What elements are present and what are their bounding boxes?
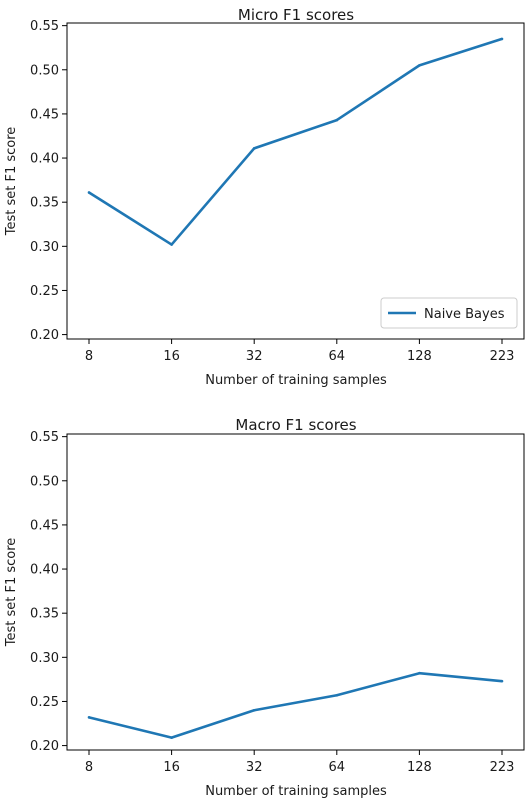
data-point (500, 37, 504, 41)
micro-f1-chart: Micro F1 scores 0.20 0.25 0.30 0.35 0.40 0.45… (4, 6, 525, 388)
y-tick-label: 0.30 (30, 651, 59, 666)
y-axis: 0.20 0.25 0.30 0.35 0.40 0.45 0.50 0.55 (30, 19, 67, 343)
y-tick-label: 0.35 (30, 196, 59, 211)
data-point (252, 147, 256, 150)
y-axis: 0.20 0.25 0.30 0.35 0.40 0.45 0.50 0.55 (30, 430, 67, 754)
data-point (418, 64, 421, 67)
x-tick-label: 128 (407, 349, 432, 364)
x-tick-label: 32 (246, 349, 263, 364)
x-axis-label: Number of training samples (205, 373, 387, 388)
macro-f1-chart: Macro F1 scores 0.20 0.25 0.30 0.35 0.40 0.45… (4, 416, 525, 799)
data-point (335, 693, 339, 697)
x-tick-label: 32 (246, 760, 263, 775)
data-point (418, 671, 421, 675)
plot-area (66, 22, 525, 340)
series-line (88, 671, 503, 739)
data-point (335, 118, 339, 122)
y-tick-label: 0.40 (30, 563, 59, 578)
data-point (500, 679, 504, 683)
y-tick-label: 0.55 (30, 19, 59, 34)
x-axis: 8 16 32 64 128 223 (85, 750, 515, 775)
chart-title: Micro F1 scores (238, 6, 354, 24)
x-tick-label: 64 (329, 760, 346, 775)
x-tick-label: 223 (490, 760, 515, 775)
y-tick-label: 0.20 (30, 328, 59, 343)
chart-title: Macro F1 scores (235, 416, 356, 434)
series-points (87, 37, 504, 246)
x-tick-label: 8 (85, 349, 93, 364)
legend: Naive Bayes (380, 297, 518, 329)
y-axis-label: Test set F1 score (4, 538, 19, 648)
y-tick-label: 0.50 (30, 63, 59, 78)
y-tick-label: 0.20 (30, 739, 59, 754)
x-tick-label: 16 (163, 349, 180, 364)
data-point (252, 708, 256, 712)
y-tick-label: 0.25 (30, 695, 59, 710)
y-tick-label: 0.40 (30, 152, 59, 167)
data-point (87, 716, 91, 719)
y-tick-label: 0.35 (30, 607, 59, 622)
x-tick-label: 64 (329, 349, 346, 364)
y-tick-label: 0.50 (30, 474, 59, 489)
x-axis: 8 16 32 64 128 223 (85, 339, 515, 364)
legend-box (380, 297, 518, 329)
y-tick-label: 0.45 (30, 518, 59, 533)
plot-area (66, 433, 525, 751)
x-tick-label: 223 (490, 349, 515, 364)
y-tick-label: 0.25 (30, 284, 59, 299)
x-tick-label: 128 (407, 760, 432, 775)
legend-label: Naive Bayes (424, 307, 505, 322)
x-tick-label: 8 (85, 760, 93, 775)
data-point (87, 191, 91, 194)
series-line-naive-bayes (88, 37, 503, 246)
y-tick-label: 0.45 (30, 107, 59, 122)
data-point (170, 243, 173, 246)
y-axis-label: Test set F1 score (4, 127, 19, 237)
series-points (87, 671, 504, 739)
x-axis-label: Number of training samples (205, 784, 387, 799)
y-tick-label: 0.55 (30, 430, 59, 445)
data-point (170, 736, 173, 739)
y-tick-label: 0.30 (30, 240, 59, 255)
x-tick-label: 16 (163, 760, 180, 775)
